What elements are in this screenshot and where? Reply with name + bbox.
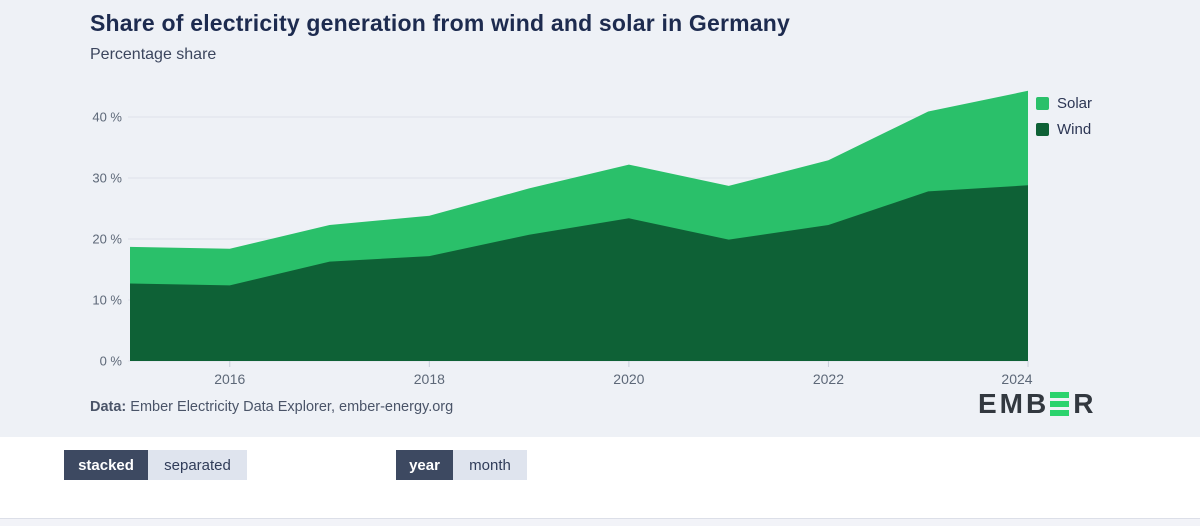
legend-label: Wind (1057, 121, 1092, 138)
display-separated-button[interactable]: separated (148, 450, 247, 480)
chart-card: 0 % 10 % 20 % 30 % 40 % 2016 2018 2020 2022 2024 … (0, 0, 1200, 437)
data-attribution: Data: Ember Electricity Data Explorer, e… (90, 399, 453, 415)
ember-logo-text-left: EMB (978, 388, 1050, 419)
y-axis-tick-label: 30 % (92, 171, 122, 186)
ember-logo-e-bars-icon (1050, 392, 1070, 416)
x-axis-tick-label: 2018 (414, 371, 445, 387)
reported-by-year-button[interactable]: year (396, 450, 453, 480)
attribution-text: Ember Electricity Data Explorer, ember-e… (126, 399, 454, 415)
reported-by-month-button[interactable]: month (453, 450, 527, 480)
legend-item-wind: Wind (1036, 121, 1092, 138)
x-axis-tick-label: 2024 (1001, 371, 1032, 387)
display-stacked-button[interactable]: stacked (64, 450, 148, 480)
attribution-prefix: Data: (90, 399, 127, 415)
wind-area (130, 185, 1028, 361)
ember-logo: EMB R (978, 390, 1096, 418)
x-axis-tick-label: 2016 (214, 371, 245, 387)
chart-subtitle: Percentage share (90, 46, 217, 63)
chart-legend: Solar Wind (1036, 95, 1092, 147)
area-chart: 0 % 10 % 20 % 30 % 40 % 2016 2018 2020 2022 2024 (92, 90, 1033, 387)
ember-logo-text-right: R (1073, 388, 1097, 419)
footer-strip (0, 518, 1200, 526)
y-axis-tick-label: 20 % (92, 232, 122, 247)
y-axis-tick-label: 10 % (92, 293, 122, 308)
legend-label: Solar (1057, 95, 1093, 112)
legend-item-solar: Solar (1036, 95, 1092, 112)
y-axis-tick-label: 40 % (92, 110, 122, 125)
page-title: Share of electricity generation from win… (90, 10, 791, 36)
x-axis-tick-label: 2022 (813, 371, 844, 387)
y-axis-tick-label: 0 % (100, 354, 123, 369)
legend-swatch-icon (1036, 97, 1049, 110)
x-axis-tick-label: 2020 (613, 371, 644, 387)
controls-bar: Display: stacked separated Reported by: … (0, 437, 1200, 518)
legend-swatch-icon (1036, 123, 1049, 136)
